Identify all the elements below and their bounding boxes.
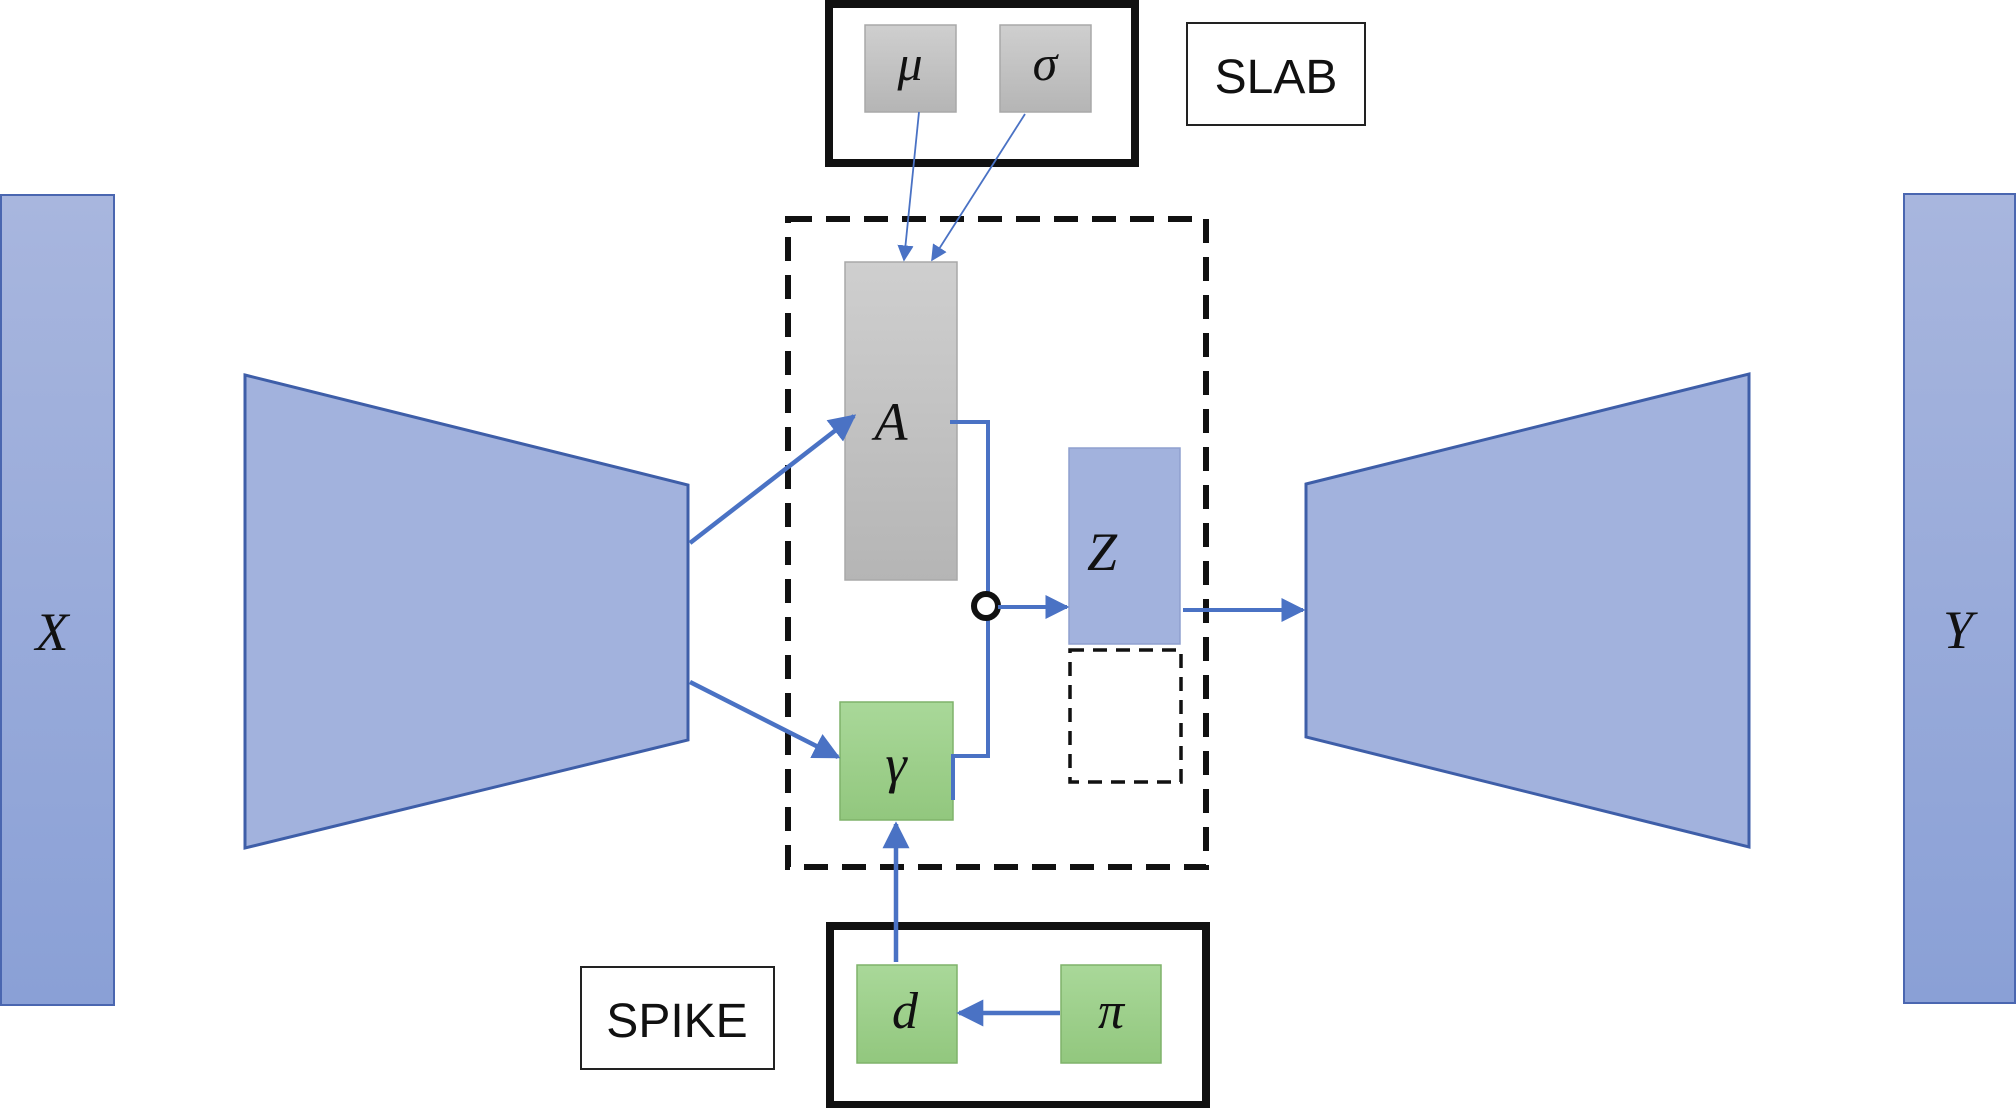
mu-label: μ (896, 35, 922, 91)
gamma-label: γ (885, 734, 908, 794)
d-node (856, 964, 958, 1064)
product-operator-circle (971, 591, 1001, 621)
decoder-trapezoid (1304, 372, 1751, 849)
output-y-label: Y (1943, 600, 1978, 660)
arrow-encoder-to-a (688, 414, 857, 545)
encoder-trapezoid (243, 373, 690, 850)
arrow-mu-to-a (897, 111, 920, 262)
slab-node-a: A (844, 261, 958, 581)
d-label: d (892, 983, 919, 1040)
connector-gamma-to-product (951, 617, 990, 800)
input-x-block: X (0, 194, 115, 1006)
input-x-label: X (34, 602, 71, 662)
gamma-node (839, 701, 954, 821)
connector-a-to-product (950, 420, 990, 595)
input-x-bar (0, 194, 115, 1006)
slab-label: SLAB (1215, 51, 1338, 104)
slab-label-box: SLAB (1186, 22, 1366, 126)
z-label: Z (1087, 522, 1118, 582)
pi-label: π (1098, 983, 1126, 1040)
mu-node (864, 24, 957, 113)
spike-label-frame (580, 966, 775, 1070)
z-node (1068, 447, 1181, 645)
z-sparse-dashed-slot (1068, 648, 1183, 784)
slab-parameter-box: μ σ (825, 0, 1139, 167)
pi-node (1060, 964, 1162, 1064)
spike-label: SPIKE (606, 995, 747, 1048)
sigma-node (999, 24, 1092, 113)
spike-parameter-box: d π (826, 922, 1210, 1108)
output-y-block: Y (1903, 193, 2016, 1004)
arrow-sigma-to-a (931, 113, 1026, 262)
a-label: A (872, 392, 909, 452)
slab-label-frame (1186, 22, 1366, 126)
arrow-encoder-to-gamma (688, 679, 841, 760)
spike-label-box: SPIKE (580, 966, 775, 1070)
spike-node-gamma: γ (839, 701, 954, 821)
latent-dashed-region (785, 216, 1209, 870)
a-node (844, 261, 958, 581)
sigma-label: σ (1033, 35, 1060, 91)
latent-z: Z (1068, 447, 1183, 784)
output-y-bar (1903, 193, 2016, 1004)
